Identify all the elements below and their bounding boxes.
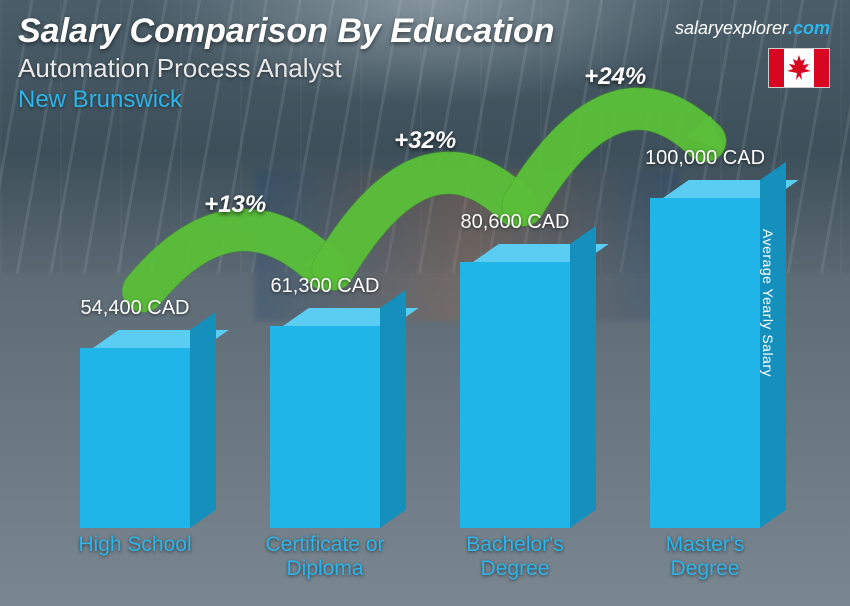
brand-domain: .com [788,18,830,38]
bar-front-face [460,262,570,528]
bar-value-label: 61,300 CAD [271,275,380,298]
bar-front-face [270,326,380,528]
increase-label: +32% [394,127,456,155]
bar-front-face [80,348,190,528]
y-axis-label: Average Yearly Salary [760,229,776,377]
bar-1: 61,300 CAD [241,275,408,528]
chart-area: 54,400 CAD 61,300 CAD 80,600 CAD 100,000 CA… [40,150,800,588]
chart-region: New Brunswick [18,86,832,114]
bar-3d [80,330,190,528]
bar-3d [270,308,380,528]
x-label: High School [51,533,218,588]
brand-watermark: salaryexplorer.com [675,18,830,39]
bar-0: 54,400 CAD [51,297,218,528]
flag-maple-leaf-icon [784,49,814,87]
x-label: Bachelor'sDegree [431,533,598,588]
bar-3d [460,244,570,528]
bar-side-face [190,312,216,528]
flag-stripe-right [814,49,829,87]
x-label: Certificate orDiploma [241,533,408,588]
x-label: Master'sDegree [621,533,788,588]
bar-value-label: 100,000 CAD [645,147,765,170]
bar-value-label: 54,400 CAD [81,297,190,320]
flag-stripe-left [769,49,784,87]
x-axis-labels: High School Certificate orDiploma Bachelor… [40,533,800,588]
increase-label: +13% [204,191,266,219]
bar-front-face [650,198,760,528]
bar-side-face [380,290,406,528]
bar-value-label: 80,600 CAD [461,211,570,234]
bar-side-face [570,226,596,528]
bar-3d [650,180,760,528]
bar-2: 80,600 CAD [431,211,598,528]
brand-name: salaryexplorer [675,18,788,38]
flag-icon [768,48,830,88]
chart-subtitle: Automation Process Analyst [18,53,832,84]
bars-container: 54,400 CAD 61,300 CAD 80,600 CAD 100,000 CA… [40,150,800,528]
